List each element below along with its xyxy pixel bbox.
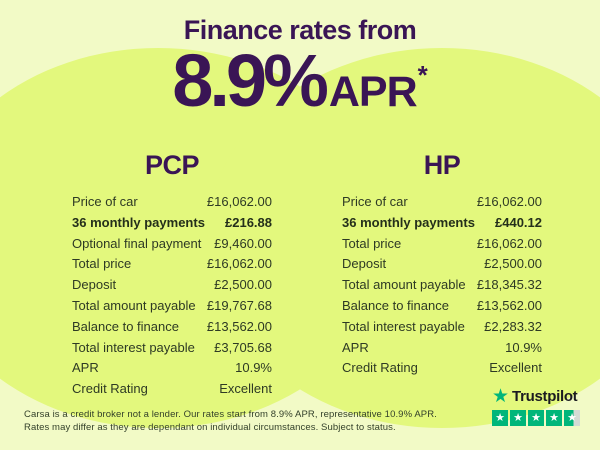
disclaimer-text: Carsa is a credit broker not a lender. O…	[24, 409, 437, 434]
row-label: Credit Rating	[342, 360, 418, 376]
row-label: 36 monthly payments	[72, 214, 205, 230]
table-row: Balance to finance £13,562.00	[342, 296, 542, 317]
row-label: Credit Rating	[72, 381, 148, 397]
table-row: APR 10.9%	[72, 358, 272, 379]
row-label: APR	[342, 339, 369, 355]
row-label: Balance to finance	[72, 318, 179, 334]
row-value: £16,062.00	[476, 194, 542, 209]
row-label: Deposit	[72, 277, 117, 293]
row-value: 10.9%	[235, 360, 272, 376]
hero-rate-line: 8.9% APR *	[0, 42, 600, 120]
table-row: Balance to finance £13,562.00	[72, 317, 272, 338]
table-row: APR 10.9%	[342, 338, 542, 359]
row-label: Total amount payable	[342, 277, 466, 293]
row-value: 10.9%	[505, 339, 542, 355]
pcp-heading: PCP	[144, 150, 200, 180]
star-half-icon: ★	[564, 410, 580, 426]
row-label: Optional final payment	[72, 235, 202, 251]
row-value: £3,705.68	[214, 339, 272, 355]
star-icon: ★	[492, 410, 508, 426]
table-row: Total interest payable £3,705.68	[72, 338, 272, 359]
hp-heading: HP	[423, 150, 461, 180]
row-value: £16,062.00	[476, 235, 542, 251]
star-icon: ★	[546, 410, 562, 426]
row-label: Deposit	[342, 256, 387, 272]
row-value: £440.12	[495, 214, 542, 230]
hp-column: HP Price of car £16,062.00 36 monthly pa…	[342, 150, 542, 379]
table-row: 36 monthly payments £216.88	[72, 213, 272, 234]
pcp-column: PCP Price of car £16,062.00 36 monthly p…	[72, 150, 272, 400]
row-label: 36 monthly payments	[342, 214, 475, 230]
row-value: £16,062.00	[206, 256, 272, 272]
table-row: Total price £16,062.00	[72, 254, 272, 275]
disclaimer-line-1: Carsa is a credit broker not a lender. O…	[24, 409, 437, 420]
table-row: Total amount payable £19,767.68	[72, 296, 272, 317]
row-value: £18,345.32	[476, 277, 542, 293]
table-row: Total interest payable £2,283.32	[342, 317, 542, 338]
row-label: Total interest payable	[72, 339, 195, 355]
row-value: £2,500.00	[484, 256, 542, 272]
row-label: APR	[72, 360, 99, 376]
star-icon: ★	[528, 410, 544, 426]
hero-section: Finance rates from 8.9% APR *	[0, 0, 600, 120]
table-row: Deposit £2,500.00	[72, 275, 272, 296]
trustpilot-logo: ★ Trustpilot	[492, 387, 588, 406]
row-value: £2,500.00	[214, 277, 272, 293]
trustpilot-badge: ★ Trustpilot ★ ★ ★ ★ ★	[492, 387, 588, 426]
row-value: Excellent	[489, 360, 542, 376]
table-row: Deposit £2,500.00	[342, 254, 542, 275]
hero-title: Finance rates from	[183, 15, 417, 45]
row-label: Price of car	[342, 194, 408, 209]
table-row: Credit Rating Excellent	[72, 379, 272, 400]
table-row: Total amount payable £18,345.32	[342, 275, 542, 296]
disclaimer-line-2: Rates may differ as they are dependant o…	[24, 421, 396, 433]
row-value: £16,062.00	[206, 194, 272, 209]
table-row: Total price £16,062.00	[342, 234, 542, 255]
row-label: Price of car	[72, 194, 138, 209]
table-row: Price of car £16,062.00	[342, 192, 542, 213]
row-value: £9,460.00	[214, 235, 272, 251]
row-label: Balance to finance	[342, 297, 449, 313]
background-circle-right	[207, 48, 600, 428]
row-value: £13,562.00	[476, 297, 542, 313]
row-value: £216.88	[225, 214, 272, 230]
row-value: £2,283.32	[484, 318, 542, 334]
trustpilot-rating-stars: ★ ★ ★ ★ ★	[492, 410, 588, 426]
row-value: Excellent	[219, 381, 272, 397]
table-row: Price of car £16,062.00	[72, 192, 272, 213]
trustpilot-wordmark: Trustpilot	[512, 388, 578, 405]
star-icon: ★	[510, 410, 526, 426]
hero-asterisk: *	[417, 60, 428, 90]
row-label: Total interest payable	[342, 318, 465, 334]
row-value: £19,767.68	[206, 297, 272, 313]
table-row: Credit Rating Excellent	[342, 358, 542, 379]
table-row: 36 monthly payments £440.12	[342, 213, 542, 234]
row-value: £13,562.00	[206, 318, 272, 334]
hero-apr-label: APR	[328, 68, 418, 116]
row-label: Total price	[342, 235, 402, 251]
trustpilot-star-icon: ★	[492, 386, 510, 407]
table-row: Optional final payment £9,460.00	[72, 234, 272, 255]
hero-rate-value: 8.9%	[172, 39, 329, 122]
row-label: Total price	[72, 256, 132, 272]
row-label: Total amount payable	[72, 297, 196, 313]
